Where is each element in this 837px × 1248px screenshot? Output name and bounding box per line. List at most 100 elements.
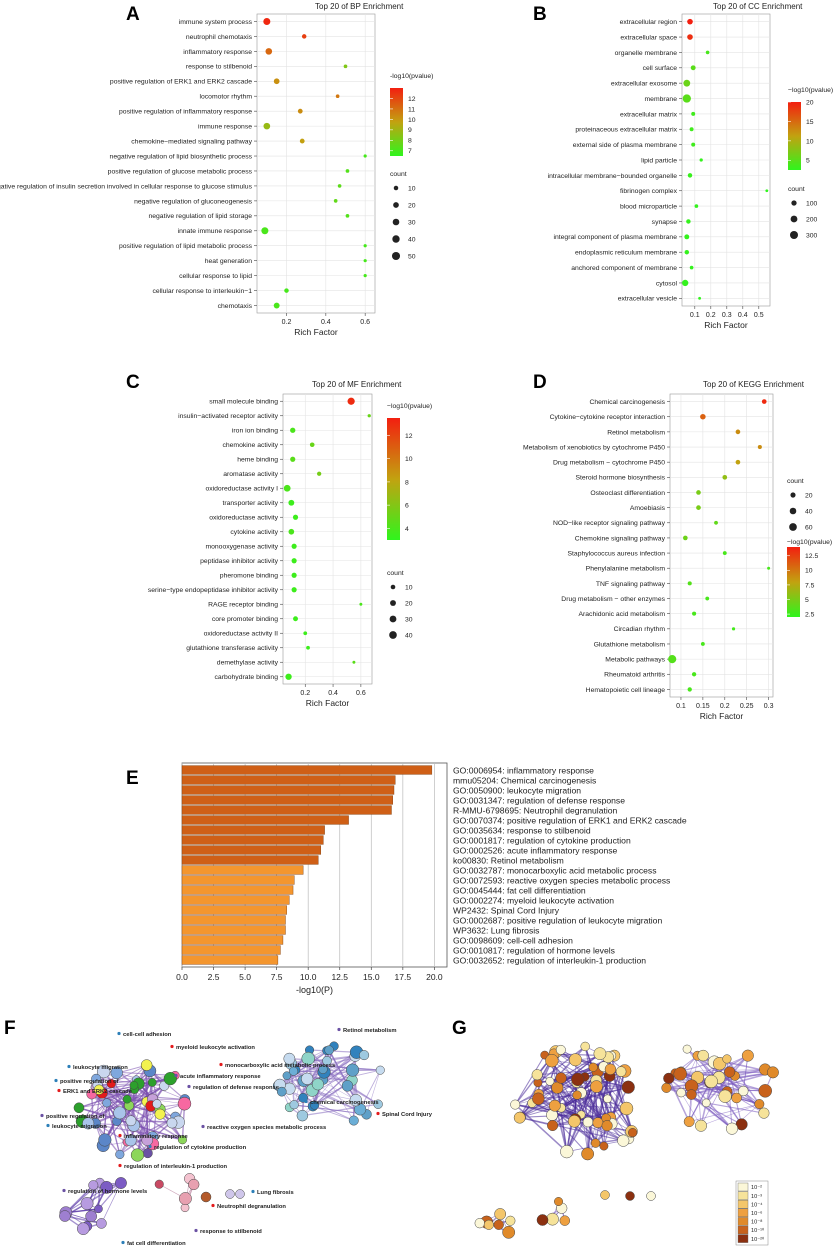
network-edge	[675, 1071, 773, 1074]
x-tick-label: 0.2	[300, 690, 310, 697]
network-label-bullet	[211, 1203, 215, 1208]
color-legend-label: 10	[805, 568, 813, 575]
bar	[181, 855, 319, 865]
network-label-bullet	[57, 1088, 61, 1093]
data-point	[261, 227, 269, 235]
legend-label: 10⁻⁸	[751, 1219, 763, 1226]
category-label: intracellular membrane−bounded organelle	[548, 173, 678, 180]
size-legend-point	[393, 202, 399, 208]
category-label: core promoter binding	[212, 616, 278, 623]
network-edge	[680, 1055, 698, 1093]
network-node	[661, 1082, 672, 1093]
legend-swatch	[737, 1191, 749, 1200]
network-label-bullet	[121, 1240, 125, 1245]
category-label: response to stilbenoid	[186, 64, 252, 71]
bar-label: GO:0098609: cell-cell adhesion	[453, 935, 573, 945]
color-legend-label: 10	[806, 138, 814, 145]
category-label: negative regulation of gluconeogenesis	[134, 198, 253, 205]
network-label-bullet	[337, 1027, 341, 1032]
network-edge	[88, 1122, 183, 1141]
data-point	[303, 631, 308, 636]
data-point	[363, 244, 367, 248]
data-point	[722, 551, 727, 555]
data-point	[345, 169, 350, 173]
panel-label-f: F	[4, 1018, 16, 1039]
data-point	[291, 543, 297, 549]
network-edge	[700, 1103, 760, 1126]
data-point	[337, 184, 342, 188]
network-node	[718, 1089, 732, 1103]
data-point	[290, 456, 296, 462]
data-point	[682, 94, 691, 103]
x-axis-label: Rich Factor	[306, 698, 350, 708]
category-label: Cytokine−cytokine receptor interaction	[550, 414, 666, 421]
data-point	[285, 673, 292, 680]
x-tick-label: 5.0	[239, 972, 251, 982]
network-edge	[309, 1049, 355, 1121]
size-legend-label: 100	[806, 200, 818, 207]
network-node	[114, 1177, 127, 1189]
data-point	[705, 596, 710, 601]
network-node	[94, 1204, 103, 1214]
legend-swatch	[737, 1182, 749, 1192]
network-node	[96, 1218, 107, 1229]
bar-label: ko00830: Retinol metabolism	[453, 855, 564, 865]
network-edge	[718, 1077, 766, 1092]
x-tick-label: 0.5	[754, 312, 764, 319]
network-label-bullet	[174, 1073, 178, 1078]
network-label: Lung fibrosis	[257, 1190, 294, 1196]
data-point	[306, 645, 310, 650]
category-label: cytosol	[656, 280, 678, 287]
network-node	[276, 1086, 287, 1097]
category-label: insulin−activated receptor activity	[178, 413, 279, 420]
color-legend-label: 10	[405, 456, 413, 463]
bp-enrichment-chart: 0.2 0.4 0.6 immune system process neutrophil…	[0, 2, 433, 337]
network-node	[166, 1117, 178, 1129]
category-label: extracellular vesicle	[618, 296, 678, 303]
network-node	[301, 1051, 315, 1066]
x-tick-label: 0.1	[676, 703, 686, 710]
plot-area	[282, 393, 373, 685]
data-point	[363, 154, 367, 158]
network-node	[572, 1090, 582, 1100]
size-legend-title: count	[788, 186, 805, 193]
bar-label: GO:0001817: regulation of cytokine produ…	[453, 835, 631, 845]
network-edge	[686, 1048, 712, 1082]
legend-swatch	[737, 1199, 749, 1209]
network-label-bullet	[187, 1084, 191, 1089]
network-node	[571, 1072, 585, 1087]
x-tick-label: 15.0	[363, 972, 380, 982]
network-edge	[537, 1098, 597, 1144]
network-node	[283, 1052, 296, 1065]
network-node	[282, 1071, 292, 1080]
network-label: regulation of hormone levels	[68, 1189, 147, 1195]
network-edge	[286, 1075, 316, 1106]
network-node	[619, 1101, 634, 1116]
color-legend-label: 8	[405, 479, 409, 486]
category-label: serine−type endopeptidase inhibitor acti…	[148, 587, 279, 594]
legend-label: 10⁻³	[751, 1194, 762, 1200]
category-label: Chemokine signaling pathway	[575, 535, 666, 542]
data-point	[692, 611, 697, 616]
category-label: chemokine−mediated signaling pathway	[131, 138, 252, 145]
network-node	[621, 1080, 635, 1094]
network-node	[318, 1064, 328, 1074]
network-label: cell-cell adhesion	[123, 1032, 172, 1038]
category-label: carbohydrate binding	[215, 674, 279, 681]
network-node	[147, 1078, 157, 1087]
size-legend-title: count	[390, 171, 407, 178]
color-legend-label: 5	[805, 597, 809, 604]
legend-label: 10⁻²	[751, 1185, 762, 1191]
data-point	[687, 173, 693, 178]
x-tick-label: 0.6	[360, 319, 370, 326]
network-node	[177, 1096, 192, 1111]
size-legend-point	[791, 200, 797, 206]
network-edge	[359, 1069, 381, 1110]
network-label-bullet	[118, 1163, 122, 1168]
data-point	[292, 514, 299, 520]
network-label-bullet	[251, 1189, 255, 1194]
network-node	[322, 1056, 332, 1066]
data-point	[687, 581, 692, 586]
network-label-bullet	[62, 1188, 66, 1193]
x-tick-label: 0.4	[328, 690, 338, 697]
